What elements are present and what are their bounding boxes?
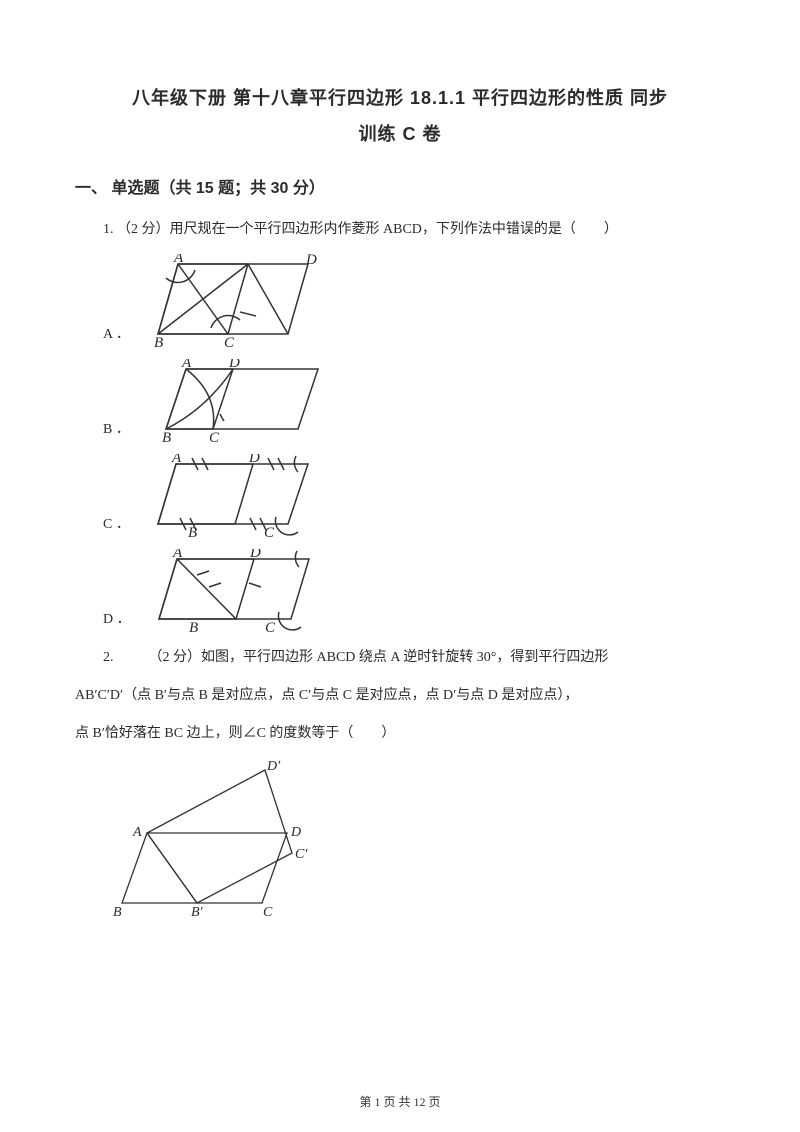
- svg-text:D: D: [290, 825, 301, 840]
- option-d-row: D ． A D B C: [75, 549, 725, 634]
- svg-text:B: B: [154, 335, 163, 349]
- svg-text:B: B: [113, 905, 122, 918]
- svg-text:C: C: [209, 430, 220, 444]
- svg-text:A: A: [171, 454, 182, 466]
- svg-text:D: D: [249, 549, 261, 561]
- title-line-2: 训练 C 卷: [358, 124, 441, 144]
- figure-1c: A D B C: [138, 454, 338, 539]
- figure-1d: A D B C: [139, 549, 339, 634]
- svg-text:C: C: [265, 620, 276, 634]
- svg-text:C: C: [264, 525, 275, 539]
- option-c-label: C ．: [103, 513, 130, 539]
- svg-text:A: A: [181, 359, 192, 371]
- svg-text:D: D: [305, 254, 317, 268]
- option-d-label: D ．: [103, 608, 131, 634]
- figure-1b: A D B C: [138, 359, 338, 444]
- page-footer: 第 1 页 共 12 页: [0, 1093, 800, 1110]
- svg-text:A: A: [172, 549, 183, 561]
- svg-text:B′: B′: [191, 905, 204, 918]
- section-header-1: 一、 单选题（共 15 题；共 30 分）: [75, 174, 725, 198]
- question-2-line2: AB′C′D′（点 B′与点 B 是对应点，点 C′与点 C 是对应点，点 D′…: [75, 682, 725, 710]
- svg-text:A: A: [173, 254, 184, 266]
- svg-text:C: C: [263, 905, 273, 918]
- option-b-row: B ． A D B C: [75, 359, 725, 444]
- footer-total: 12: [414, 1095, 426, 1109]
- option-b-label: B ．: [103, 418, 130, 444]
- svg-text:D′: D′: [266, 759, 281, 774]
- svg-text:C′: C′: [295, 847, 308, 862]
- svg-text:B: B: [189, 620, 198, 634]
- svg-text:D: D: [248, 454, 260, 466]
- footer-mid: 页 共: [380, 1095, 413, 1109]
- figure-2: A B B′ C D C′ D′: [107, 758, 725, 918]
- svg-text:B: B: [162, 430, 171, 444]
- footer-prefix: 第: [359, 1095, 374, 1109]
- option-c-row: C ． A D B C: [75, 454, 725, 539]
- title-line-1: 八年级下册 第十八章平行四边形 18.1.1 平行四边形的性质 同步: [132, 88, 668, 108]
- page-title: 八年级下册 第十八章平行四边形 18.1.1 平行四边形的性质 同步 训练 C …: [75, 80, 725, 152]
- footer-suffix: 页: [426, 1095, 441, 1109]
- question-2-line3: 点 B′恰好落在 BC 边上，则∠C 的度数等于（ ）: [75, 720, 725, 748]
- figure-1a: A D B C: [138, 254, 338, 349]
- option-a-row: A ． A D B C: [75, 254, 725, 349]
- svg-text:B: B: [188, 525, 197, 539]
- question-1-text: 1. （2 分）用尺规在一个平行四边形内作菱形 ABCD，下列作法中错误的是（ …: [75, 216, 725, 244]
- svg-text:C: C: [224, 335, 235, 349]
- svg-text:A: A: [132, 825, 142, 840]
- option-a-label: A ．: [103, 323, 130, 349]
- question-2-line1: 2. （2 分）如图，平行四边形 ABCD 绕点 A 逆时针旋转 30°，得到平…: [75, 644, 725, 672]
- svg-text:D: D: [228, 359, 240, 371]
